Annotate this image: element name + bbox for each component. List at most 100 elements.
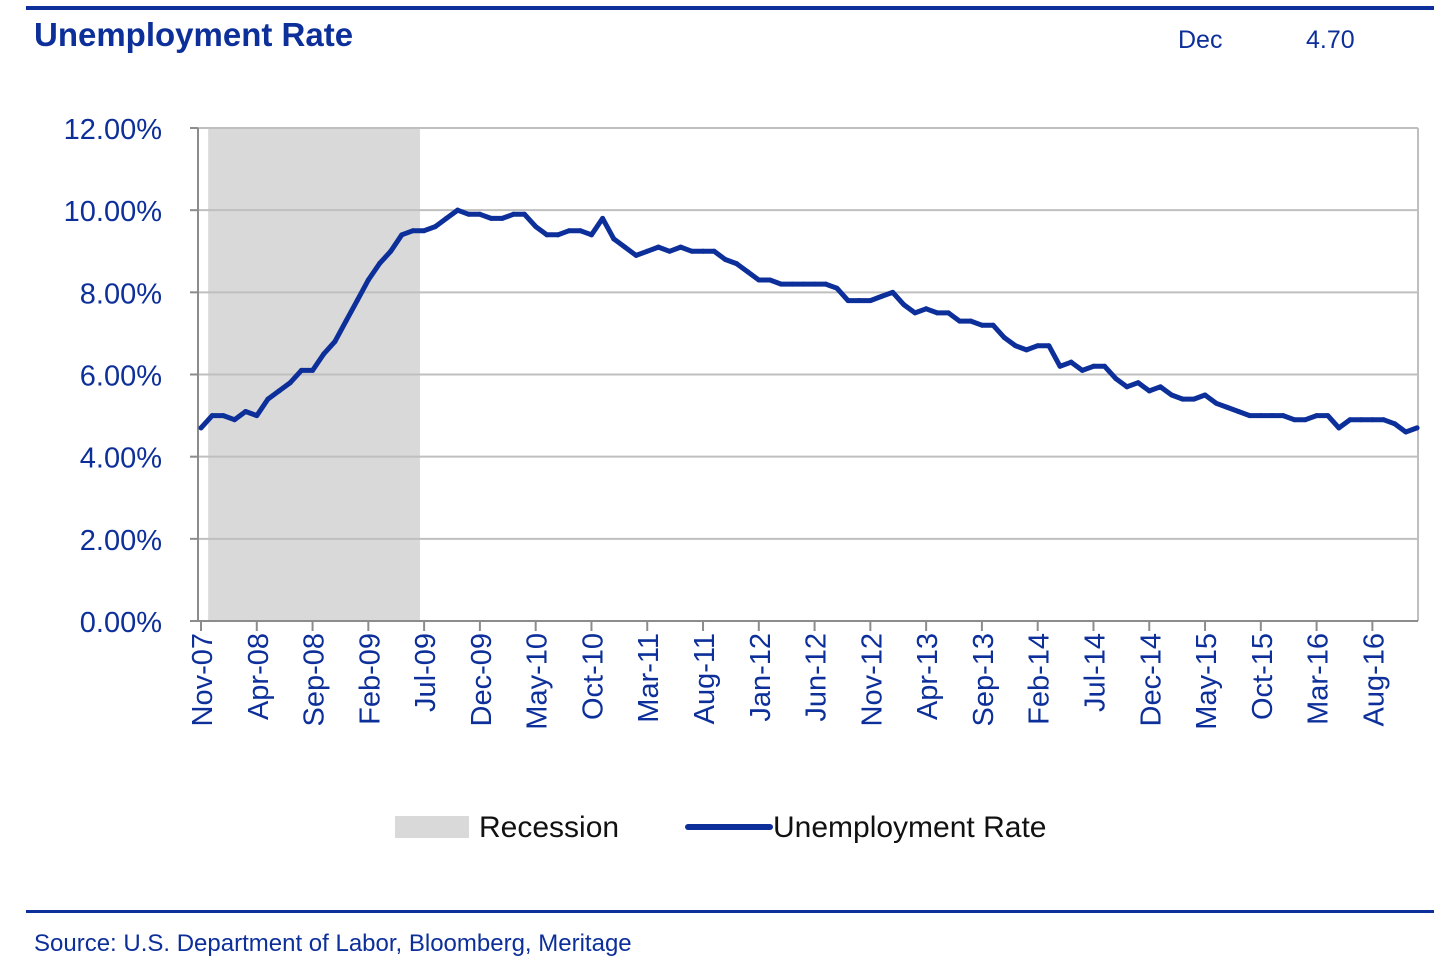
x-tick-label: Nov-07 [187,633,219,727]
data-point [1102,363,1108,369]
data-point [890,289,896,295]
y-tick-label: 8.00% [80,278,162,310]
data-point [510,211,516,217]
source-note: Source: U.S. Department of Labor, Bloomb… [34,930,632,957]
data-point [231,417,237,423]
y-tick-labels: 0.00% 2.00% 4.00% 6.00% 8.00% 10.00% 12.00% [64,114,162,639]
data-point [756,277,762,283]
unemployment-chart: 0.00% 2.00% 4.00% 6.00% 8.00% 10.00% 12.00% No… [64,114,1420,844]
x-tick-label: Dec-09 [466,633,498,727]
data-point [1068,359,1074,365]
data-point [800,281,806,287]
x-tick-label: Sep-08 [299,633,331,727]
x-tick-label: Aug-16 [1358,633,1390,727]
data-point [1247,413,1253,419]
x-tick-label: Mar-16 [1303,633,1335,725]
data-point [1325,413,1331,419]
data-point [243,408,249,414]
y-tick-label: 2.00% [80,525,162,557]
data-point [1090,363,1096,369]
data-point [789,281,795,287]
data-point [778,281,784,287]
data-point [466,211,472,217]
data-point [1169,392,1175,398]
data-point [254,413,260,419]
data-point [644,248,650,254]
y-tick-label: 10.00% [64,196,162,228]
top-rule [26,6,1434,10]
x-tick-label: Jul-14 [1079,633,1111,712]
data-point [365,277,371,283]
data-point [1046,343,1052,349]
data-point [700,248,706,254]
data-point [1302,417,1308,423]
data-point [577,228,583,234]
data-point [1180,396,1186,402]
data-point [745,269,751,275]
data-point [1224,404,1230,410]
data-point [477,211,483,217]
data-point [934,310,940,316]
x-tick-label: Oct-10 [577,633,609,720]
legend-unemployment-label: Unemployment Rate [773,811,1046,844]
data-point [1157,384,1163,390]
data-point [298,367,304,373]
data-point [588,232,594,238]
data-point [265,396,271,402]
data-point [979,322,985,328]
axis-layer [190,127,1418,631]
latest-month-label: Dec [1178,26,1223,54]
data-point [354,298,360,304]
data-point [1146,388,1152,394]
data-point [1079,367,1085,373]
x-tick-label: Dec-14 [1135,633,1167,727]
data-point [443,215,449,221]
data-point [1135,380,1141,386]
x-tick-label: Jun-12 [801,633,833,722]
data-point [1035,343,1041,349]
data-point [990,322,996,328]
data-point [879,293,885,299]
data-point [198,425,204,431]
data-point [1258,413,1264,419]
data-point [1381,417,1387,423]
y-tick-label: 4.00% [80,443,162,475]
data-point [1358,417,1364,423]
x-tick-label: Aug-11 [689,633,721,724]
x-tick-label: Nov-12 [856,633,888,727]
data-point [1012,343,1018,349]
data-point [1280,413,1286,419]
data-point [421,228,427,234]
data-point [689,248,695,254]
latest-value: 4.70 [1306,26,1355,54]
data-point [533,224,539,230]
data-point [209,413,215,419]
data-point [1336,425,1342,431]
data-point [856,298,862,304]
x-tick-label: Sep-13 [968,633,1000,727]
data-point [1202,392,1208,398]
data-point [1113,376,1119,382]
data-point [1291,417,1297,423]
data-point [388,248,394,254]
x-tick-label: Mar-11 [633,633,665,723]
data-point [1414,425,1420,431]
data-point [432,224,438,230]
data-point [499,215,505,221]
data-point [1403,429,1409,435]
data-point [343,318,349,324]
data-point [733,261,739,267]
y-tick-label: 6.00% [80,361,162,393]
data-point [376,261,382,267]
data-point [633,252,639,258]
data-point [600,215,606,221]
data-point [321,351,327,357]
data-point [522,211,528,217]
data-point [812,281,818,287]
data-point [912,310,918,316]
data-point [276,388,282,394]
data-point [678,244,684,250]
data-point [332,339,338,345]
data-point [923,306,929,312]
data-point [1392,421,1398,427]
